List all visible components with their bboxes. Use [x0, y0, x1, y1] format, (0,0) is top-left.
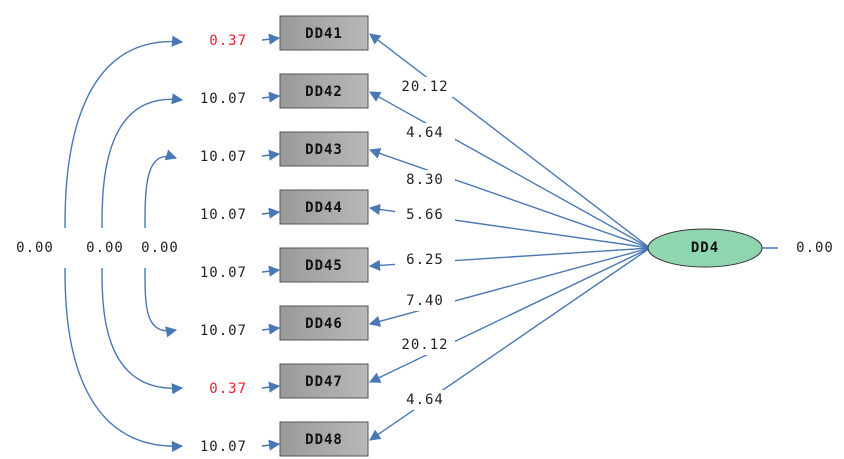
- covariance-value: 0.00: [141, 240, 179, 256]
- error-value: 0.37: [209, 381, 247, 397]
- error-arrow: [262, 212, 279, 214]
- path-diagram: DD41 0.37 20.12 DD42 10.07 4.64 DD43 10.07 8.30 D…: [0, 0, 844, 459]
- error-value: 10.07: [200, 439, 247, 455]
- covariance-arc: [65, 42, 182, 228]
- covariance-arc: [65, 268, 182, 446]
- loading-value: 20.12: [401, 337, 448, 353]
- error-arrow: [262, 386, 279, 388]
- covariance-arc: [102, 99, 182, 228]
- loading-value: 5.66: [406, 207, 444, 223]
- covariance-value: 0.00: [16, 240, 54, 256]
- error-arrow: [262, 270, 279, 272]
- latent-label: DD4: [691, 240, 719, 256]
- indicator-box: DD48: [280, 422, 368, 456]
- loading-arrow: [370, 150, 650, 248]
- indicator-label: DD43: [305, 142, 343, 158]
- covariance-arc: [145, 268, 176, 331]
- loading-value: 7.40: [406, 293, 444, 309]
- error-value: 10.07: [200, 207, 247, 223]
- indicator-box: DD43: [280, 132, 368, 166]
- error-value: 10.07: [200, 149, 247, 165]
- indicator-label: DD44: [305, 200, 343, 216]
- loading-value: 8.30: [406, 172, 444, 188]
- error-arrow: [262, 96, 279, 98]
- indicator-label: DD42: [305, 84, 343, 100]
- indicator-box: DD42: [280, 74, 368, 108]
- error-arrow: [262, 38, 279, 40]
- error-value: 10.07: [200, 323, 247, 339]
- error-arrow: [262, 328, 279, 330]
- covariance-arc: [145, 156, 176, 228]
- error-value: 10.07: [200, 265, 247, 281]
- indicator-label: DD48: [305, 432, 343, 448]
- indicator-box: DD47: [280, 364, 368, 398]
- indicator-label: DD45: [305, 258, 343, 274]
- loading-value: 4.64: [406, 392, 444, 408]
- loading-value: 6.25: [406, 252, 444, 268]
- indicator-label: DD47: [305, 374, 343, 390]
- latent-variance: 0.00: [796, 240, 834, 256]
- loading-value: 4.64: [406, 125, 444, 141]
- error-arrow: [262, 154, 279, 156]
- indicator-box: DD41: [280, 16, 368, 50]
- indicator-box: DD45: [280, 248, 368, 282]
- nodes: DD41 0.37 20.12 DD42 10.07 4.64 DD43 10.07 8.30 D…: [16, 16, 834, 456]
- loading-value: 20.12: [401, 79, 448, 95]
- covariance-arc: [102, 268, 182, 388]
- error-arrow: [262, 444, 279, 446]
- indicator-box: DD46: [280, 306, 368, 340]
- error-value: 10.07: [200, 91, 247, 107]
- indicator-label: DD46: [305, 316, 343, 332]
- error-value: 0.37: [209, 33, 247, 49]
- indicator-label: DD41: [305, 26, 343, 42]
- indicator-box: DD44: [280, 190, 368, 224]
- covariance-value: 0.00: [86, 240, 124, 256]
